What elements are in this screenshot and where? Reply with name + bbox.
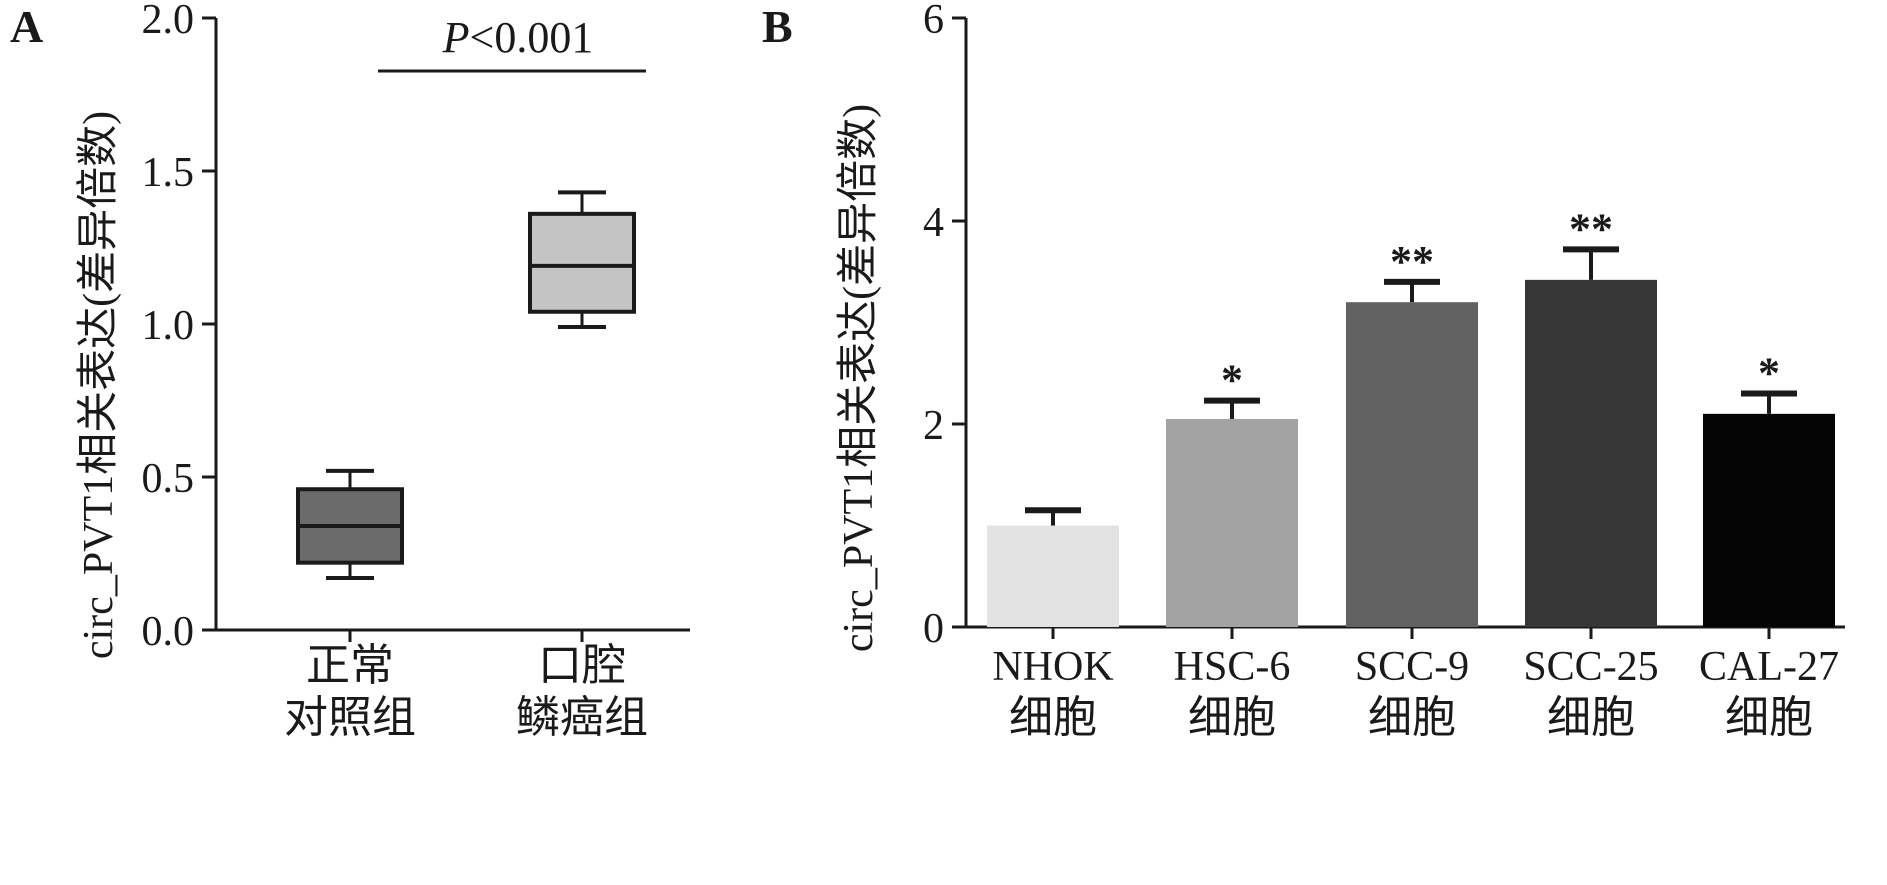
bar bbox=[1703, 413, 1835, 627]
panel-b-barchart: 0246NHOK细胞*HSC-6细胞**SCC-9细胞**SCC-25细胞*CA… bbox=[923, 0, 1845, 742]
panel-b-ytick-label: 6 bbox=[923, 0, 944, 43]
box bbox=[528, 211, 636, 314]
panel-a-ytick-label: 0.5 bbox=[142, 456, 195, 502]
panel-b-category-line1: HSC-6 bbox=[1174, 644, 1291, 690]
panel-b-ytick-label: 4 bbox=[923, 200, 944, 246]
panel-b-category-line2: 细胞 bbox=[1188, 693, 1276, 742]
pvalue-annotation: P<0.001 bbox=[442, 13, 594, 62]
panel-a-ytick-label: 1.0 bbox=[142, 303, 195, 349]
panel-b-category-line1: SCC-25 bbox=[1523, 644, 1658, 690]
panel-b-category-line2: 细胞 bbox=[1009, 693, 1097, 742]
panel-b-label: B bbox=[762, 1, 793, 52]
panel-a-category-line1: 口腔 bbox=[538, 641, 626, 690]
panel-b-category-line2: 细胞 bbox=[1725, 693, 1813, 742]
pvalue-prefix: P bbox=[442, 13, 470, 62]
significance-marker: ** bbox=[1569, 204, 1613, 253]
bar bbox=[1166, 418, 1298, 627]
panel-b-ytick-label: 2 bbox=[923, 403, 944, 449]
panel-b-category-line1: CAL-27 bbox=[1699, 644, 1839, 690]
panel-a-category-line2: 对照组 bbox=[284, 693, 416, 742]
panel-b-category-line2: 细胞 bbox=[1547, 693, 1635, 742]
panel-a-ytick-label: 1.5 bbox=[142, 150, 195, 196]
panel-b-ylabel: circ_PVT1相关表达(差异倍数) bbox=[835, 104, 882, 652]
panel-a-ytick-label: 0.0 bbox=[142, 609, 195, 655]
panel-b-category-line2: 细胞 bbox=[1368, 693, 1456, 742]
panel-a-label: A bbox=[10, 1, 43, 52]
panel-a-category-line2: 鳞癌组 bbox=[516, 693, 648, 742]
panel-b-category-line1: SCC-9 bbox=[1355, 644, 1469, 690]
panel-b-category-line1: NHOK bbox=[992, 644, 1113, 690]
panel-a-category-line1: 正常 bbox=[306, 641, 394, 690]
bar bbox=[1346, 302, 1478, 627]
significance-marker: * bbox=[1758, 349, 1780, 398]
bar bbox=[1525, 279, 1657, 627]
panel-b-ytick-label: 0 bbox=[923, 606, 944, 652]
panel-a-ylabel: circ_PVT1相关表达(差异倍数) bbox=[75, 111, 122, 659]
panel-a-ytick-label: 2.0 bbox=[142, 0, 195, 43]
significance-marker: ** bbox=[1390, 237, 1434, 286]
pvalue-rest: <0.001 bbox=[470, 13, 594, 62]
significance-marker: * bbox=[1221, 356, 1243, 405]
bar bbox=[987, 525, 1119, 627]
